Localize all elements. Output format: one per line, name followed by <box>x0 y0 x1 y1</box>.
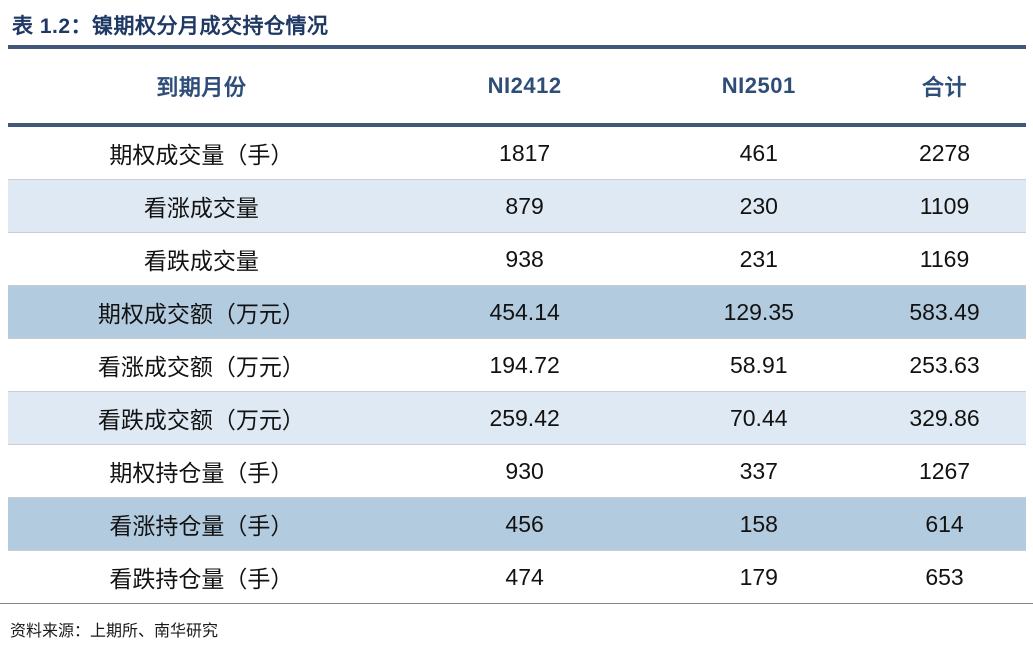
row-label: 期权成交额（万元） <box>97 301 305 327</box>
table-row: 期权成交量（手） 1817 461 2278 <box>8 127 1026 179</box>
table-row: 看跌成交额（万元） 259.42 70.44 329.86 <box>8 391 1026 444</box>
cell-value: 179 <box>739 563 778 590</box>
table-row: 看涨成交额（万元） 194.72 58.91 253.63 <box>8 338 1026 391</box>
row-label: 看涨持仓量（手） <box>109 513 294 539</box>
cell-value: 454.14 <box>489 298 560 325</box>
cell-value: 879 <box>505 192 544 219</box>
cell-value: 2278 <box>918 139 971 166</box>
title-rule <box>8 45 1026 49</box>
column-header-total: 合计 <box>922 75 968 100</box>
table-row: 看跌持仓量（手） 474 179 653 <box>8 550 1026 603</box>
row-label: 看涨成交量 <box>143 195 259 221</box>
cell-value: 930 <box>505 457 544 484</box>
row-label: 期权成交量（手） <box>109 142 294 168</box>
cell-value: 583.49 <box>909 298 980 325</box>
cell-value: 329.86 <box>909 404 980 431</box>
cell-value: 158 <box>739 510 778 537</box>
cell-value: 474 <box>505 563 544 590</box>
cell-value: 231 <box>739 245 778 272</box>
cell-value: 253.63 <box>909 351 980 378</box>
cell-value: 129.35 <box>723 298 794 325</box>
footer-rule <box>0 603 1033 604</box>
cell-value: 230 <box>739 192 778 219</box>
cell-value: 461 <box>739 139 778 166</box>
table-row: 看涨持仓量（手） 456 158 614 <box>8 497 1026 550</box>
table-row: 看涨成交量 879 230 1109 <box>8 179 1026 232</box>
row-label: 看涨成交额（万元） <box>97 354 305 380</box>
row-label: 看跌成交额（万元） <box>97 407 305 433</box>
cell-value: 456 <box>505 510 544 537</box>
cell-value: 337 <box>739 457 778 484</box>
options-volume-table: 到期月份 NI2412 NI2501 合计 期权成交量（手） 1817 461 … <box>8 49 1026 603</box>
table-row: 期权持仓量（手） 930 337 1267 <box>8 444 1026 497</box>
cell-value: 1109 <box>919 192 970 219</box>
cell-value: 194.72 <box>489 351 560 378</box>
cell-value: 58.91 <box>729 351 788 378</box>
row-label: 看跌成交量 <box>143 248 259 274</box>
table-row: 期权成交额（万元） 454.14 129.35 583.49 <box>8 285 1026 338</box>
data-source-note: 资料来源：上期所、南华研究 <box>10 623 219 640</box>
column-header-expiry-month: 到期月份 <box>156 75 247 100</box>
cell-value: 1267 <box>918 457 971 484</box>
column-header-ni2501: NI2501 <box>721 73 796 98</box>
figure-title: 表 1.2：镍期权分月成交持仓情况 <box>12 15 329 38</box>
cell-value: 1169 <box>919 245 970 272</box>
row-label: 看跌持仓量（手） <box>109 566 294 592</box>
cell-value: 70.44 <box>729 404 788 431</box>
table-header-row: 到期月份 NI2412 NI2501 合计 <box>8 49 1026 127</box>
table-row: 看跌成交量 938 231 1169 <box>8 232 1026 285</box>
row-label: 期权持仓量（手） <box>109 460 294 486</box>
cell-value: 653 <box>925 563 964 590</box>
column-header-ni2412: NI2412 <box>487 73 562 98</box>
cell-value: 1817 <box>499 139 551 166</box>
cell-value: 614 <box>925 510 964 537</box>
cell-value: 259.42 <box>489 404 560 431</box>
cell-value: 938 <box>505 245 544 272</box>
